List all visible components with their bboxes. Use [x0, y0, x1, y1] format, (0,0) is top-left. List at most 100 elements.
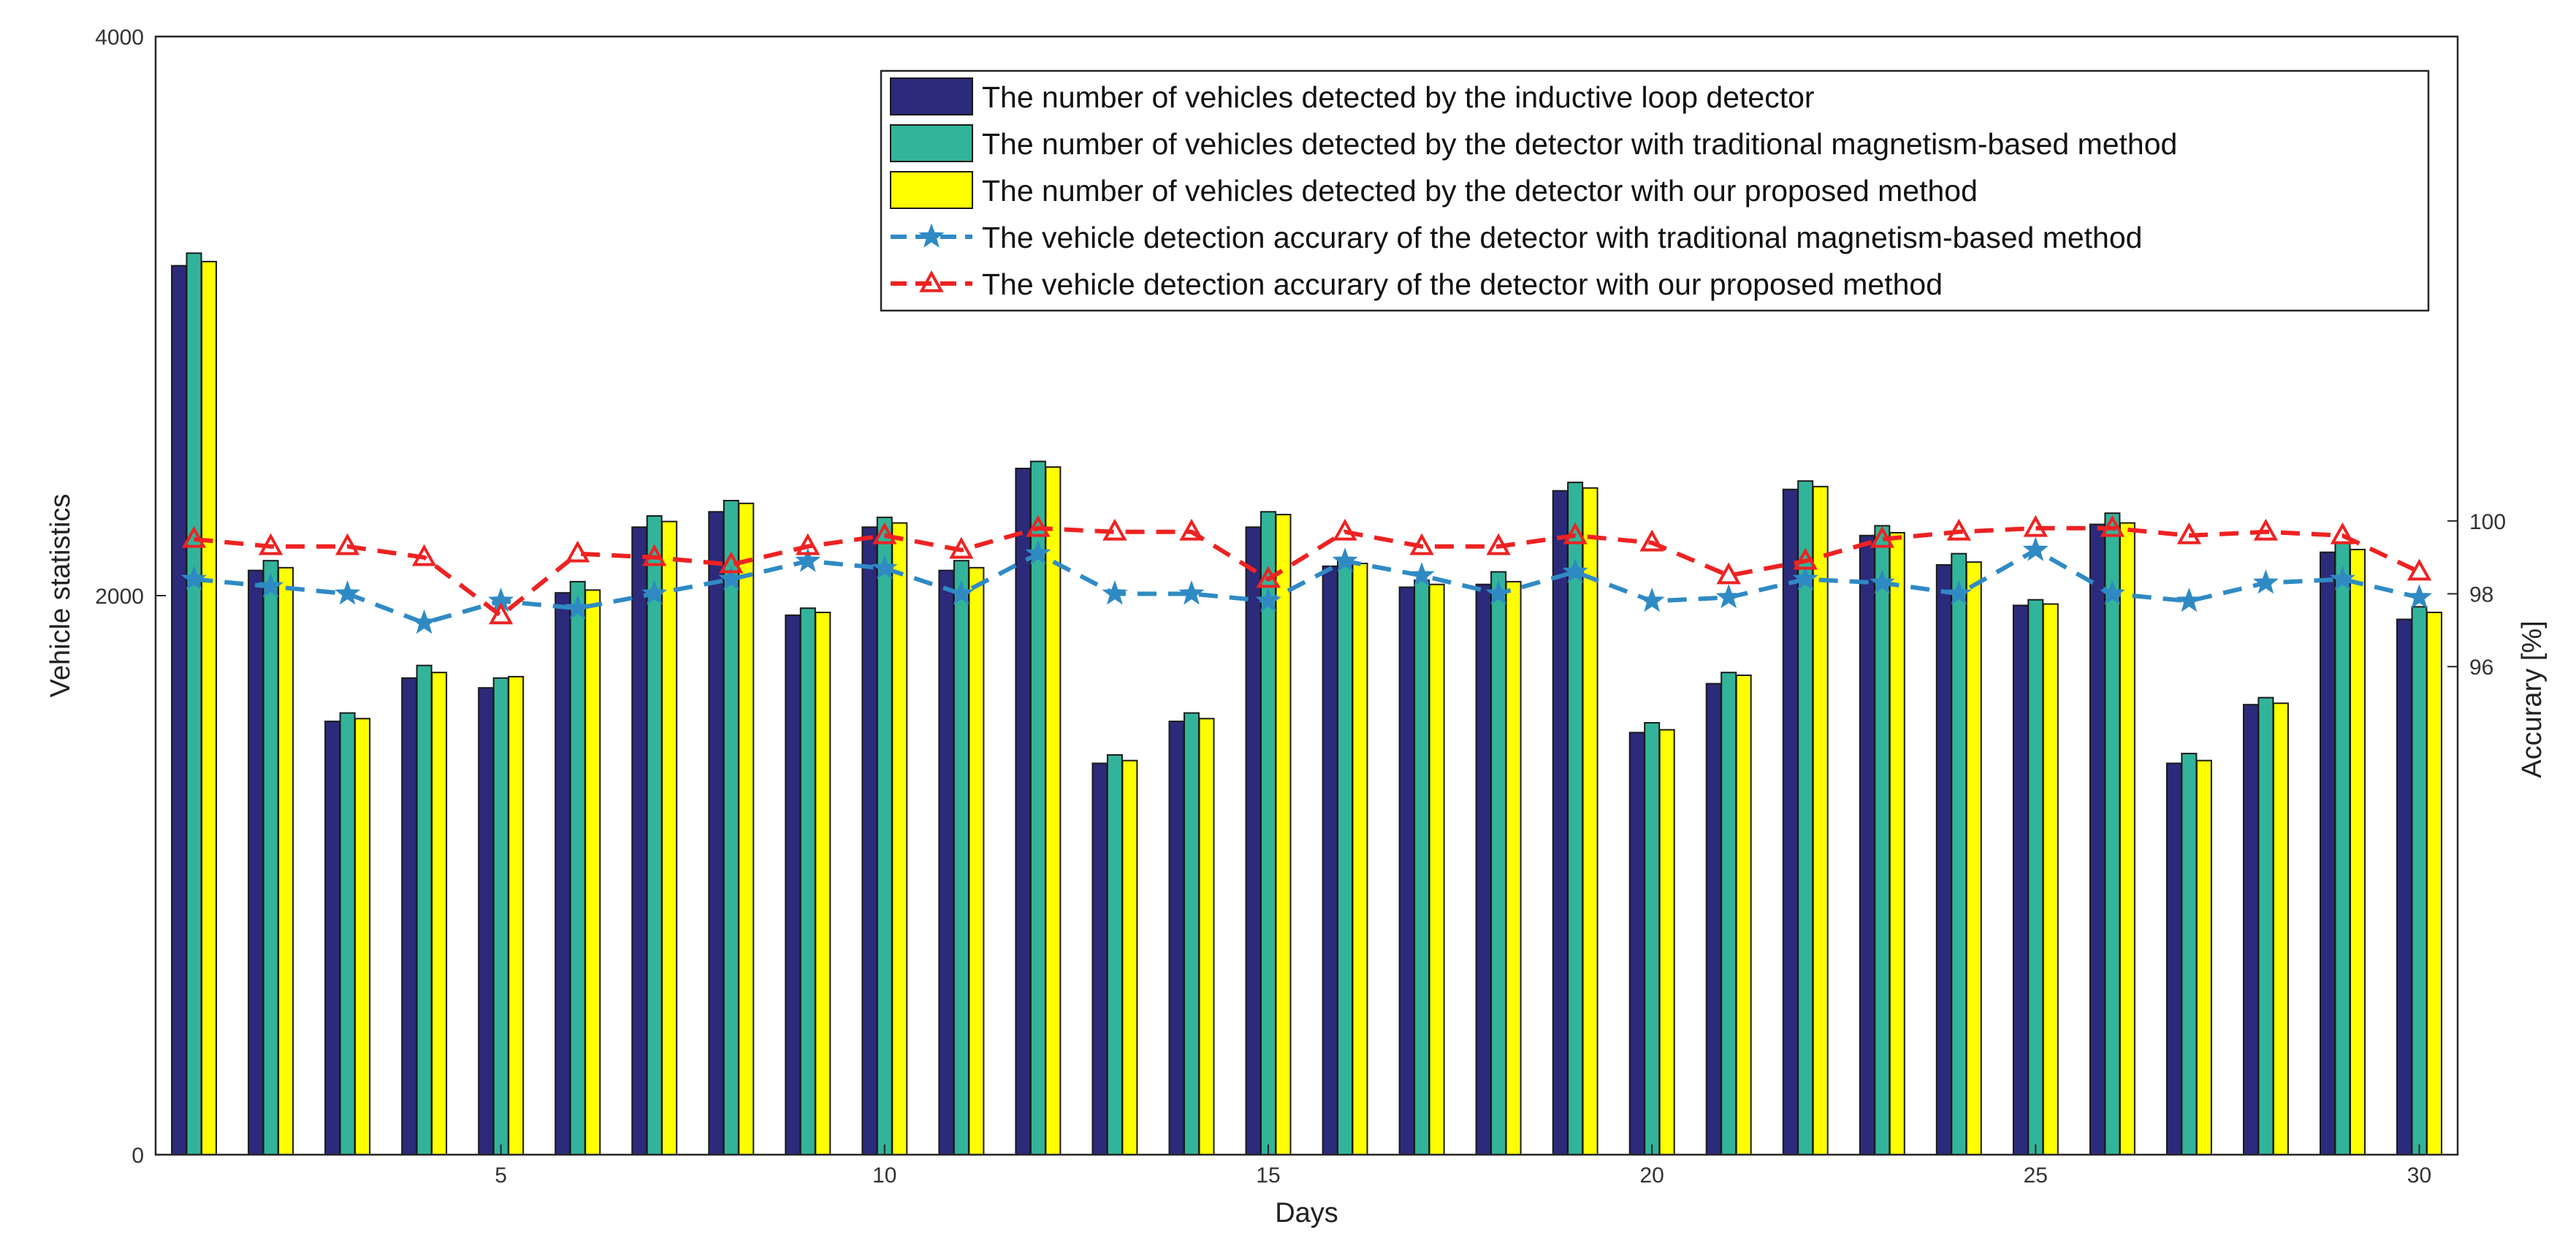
bar-loop-detector-day-12: [1015, 468, 1032, 1155]
bar-traditional-count-day-30: [2411, 606, 2428, 1155]
marker-proposed-accuracy-day-23: [1870, 525, 1895, 548]
bar-proposed-count-day-6: [584, 589, 601, 1155]
bar-proposed-count-day-21: [1735, 675, 1752, 1155]
bar-loop-detector-day-5: [478, 687, 495, 1155]
marker-traditional-accuracy-day-4: [411, 609, 438, 634]
marker-traditional-accuracy-day-25: [2022, 536, 2049, 561]
marker-proposed-accuracy-day-7: [641, 544, 667, 566]
y-tick-label-2000: 2000: [95, 585, 144, 609]
bar-traditional-count-day-3: [339, 712, 356, 1155]
marker-proposed-accuracy-day-20: [1639, 529, 1664, 552]
bar-proposed-count-day-27: [2195, 759, 2212, 1155]
legend-swatch-traditional-count: [890, 124, 973, 162]
bar-traditional-count-day-18: [1490, 571, 1507, 1155]
bar-proposed-count-day-24: [1965, 561, 1982, 1155]
bar-loop-detector-day-20: [1628, 732, 1645, 1155]
bar-proposed-count-day-16: [1352, 563, 1368, 1155]
bar-traditional-count-day-5: [492, 677, 509, 1155]
marker-proposed-accuracy-day-24: [1946, 518, 1972, 541]
marker-traditional-accuracy-day-15: [1255, 588, 1281, 612]
legend-swatch-box-2: [890, 171, 973, 209]
marker-proposed-accuracy-day-9: [796, 533, 820, 555]
bar-proposed-count-day-19: [1582, 487, 1598, 1155]
bar-traditional-count-day-14: [1184, 712, 1200, 1155]
marker-proposed-accuracy-day-3: [335, 533, 360, 555]
marker-proposed-accuracy-day-19: [1563, 522, 1588, 544]
marker-proposed-accuracy-day-29: [2330, 522, 2355, 544]
legend-swatch-proposed-accuracy: [891, 270, 972, 292]
lines-layer: [180, 514, 2433, 634]
bar-proposed-count-day-17: [1428, 583, 1445, 1155]
bar-proposed-count-day-2: [278, 566, 294, 1156]
marker-traditional-accuracy-day-9: [795, 547, 821, 572]
marker-traditional-accuracy-day-11: [948, 580, 975, 605]
bar-traditional-count-day-11: [953, 560, 969, 1155]
bar-loop-detector-day-19: [1552, 490, 1569, 1155]
bar-loop-detector-day-3: [324, 721, 341, 1155]
bar-loop-detector-day-11: [938, 569, 955, 1155]
bar-loop-detector-day-29: [2320, 551, 2336, 1155]
bar-traditional-count-day-21: [1720, 672, 1737, 1155]
legend-swatch-marker-4: [919, 270, 944, 292]
bar-traditional-count-day-23: [1874, 525, 1891, 1155]
bar-traditional-count-day-29: [2334, 542, 2351, 1155]
marker-traditional-accuracy-day-2: [258, 573, 284, 598]
marker-proposed-accuracy-day-1: [181, 525, 207, 548]
marker-traditional-accuracy-day-20: [1639, 588, 1665, 612]
bar-traditional-count-day-4: [416, 664, 432, 1155]
bar-traditional-count-day-10: [876, 516, 893, 1155]
bar-traditional-count-day-28: [2257, 696, 2274, 1155]
bar-proposed-count-day-4: [431, 672, 448, 1155]
marker-proposed-accuracy-day-6: [565, 540, 590, 563]
bar-loop-detector-day-18: [1475, 583, 1492, 1155]
marker-proposed-accuracy-day-27: [2176, 522, 2202, 544]
marker-proposed-accuracy-day-28: [2253, 518, 2279, 541]
bar-traditional-count-day-25: [2027, 599, 2044, 1155]
marker-traditional-accuracy-day-23: [1869, 569, 1895, 594]
marker-proposed-accuracy-day-5: [489, 602, 514, 625]
bar-loop-detector-day-16: [1322, 565, 1338, 1155]
marker-traditional-accuracy-day-29: [2329, 566, 2355, 590]
bar-proposed-count-day-9: [815, 612, 831, 1155]
bar-traditional-count-day-7: [646, 515, 663, 1155]
bar-proposed-count-day-25: [2042, 603, 2059, 1155]
bar-proposed-count-day-30: [2426, 612, 2442, 1155]
marker-traditional-accuracy-day-6: [565, 594, 591, 620]
bar-loop-detector-day-30: [2396, 618, 2412, 1155]
marker-traditional-accuracy-day-7: [641, 580, 668, 605]
legend-swatch-proposed-count: [890, 171, 973, 209]
bar-proposed-count-day-14: [1198, 718, 1215, 1155]
bar-proposed-count-day-28: [2272, 702, 2289, 1155]
legend-entry-loop-detector: The number of vehicles detected by the i…: [890, 77, 1815, 115]
bar-loop-detector-day-8: [708, 511, 725, 1155]
marker-proposed-accuracy-day-13: [1102, 518, 1127, 541]
y2-axis-label: Accurary [%]: [2517, 620, 2548, 778]
axes-layer: 5 10 15 20 25 30 0 2000 4000 96 98 100: [95, 26, 2506, 1188]
marker-traditional-accuracy-day-18: [1485, 580, 1512, 605]
bar-loop-detector-day-26: [2089, 523, 2106, 1155]
bar-traditional-count-day-6: [569, 580, 586, 1155]
y-tick-label-0: 0: [132, 1144, 144, 1168]
legend-swatch-box-0: [890, 77, 973, 115]
bar-loop-detector-day-9: [785, 614, 801, 1155]
x-tick-label-15: 15: [1256, 1163, 1280, 1188]
bar-traditional-count-day-17: [1414, 580, 1430, 1155]
marker-traditional-accuracy-day-8: [718, 566, 744, 590]
bar-proposed-count-day-10: [891, 522, 908, 1155]
legend-swatch-loop-detector: [890, 77, 973, 115]
bar-proposed-count-day-23: [1889, 531, 1905, 1155]
bar-proposed-count-day-13: [1121, 759, 1138, 1155]
x-tick-label-25: 25: [2024, 1163, 2048, 1188]
bar-loop-detector-day-4: [401, 677, 418, 1155]
legend-swatch-marker-3: [918, 223, 945, 248]
bar-traditional-count-day-26: [2104, 512, 2121, 1155]
y2-tick-label-98: 98: [2469, 583, 2493, 607]
bar-traditional-count-day-12: [1029, 460, 1046, 1155]
legend-swatch-box-1: [890, 124, 973, 162]
marker-proposed-accuracy-day-14: [1179, 518, 1204, 541]
bar-proposed-count-day-1: [201, 260, 217, 1155]
x-tick-label-30: 30: [2407, 1163, 2431, 1188]
legend-label-loop-detector: The number of vehicles detected by the i…: [982, 80, 1815, 114]
bar-loop-detector-day-25: [2012, 604, 2029, 1155]
